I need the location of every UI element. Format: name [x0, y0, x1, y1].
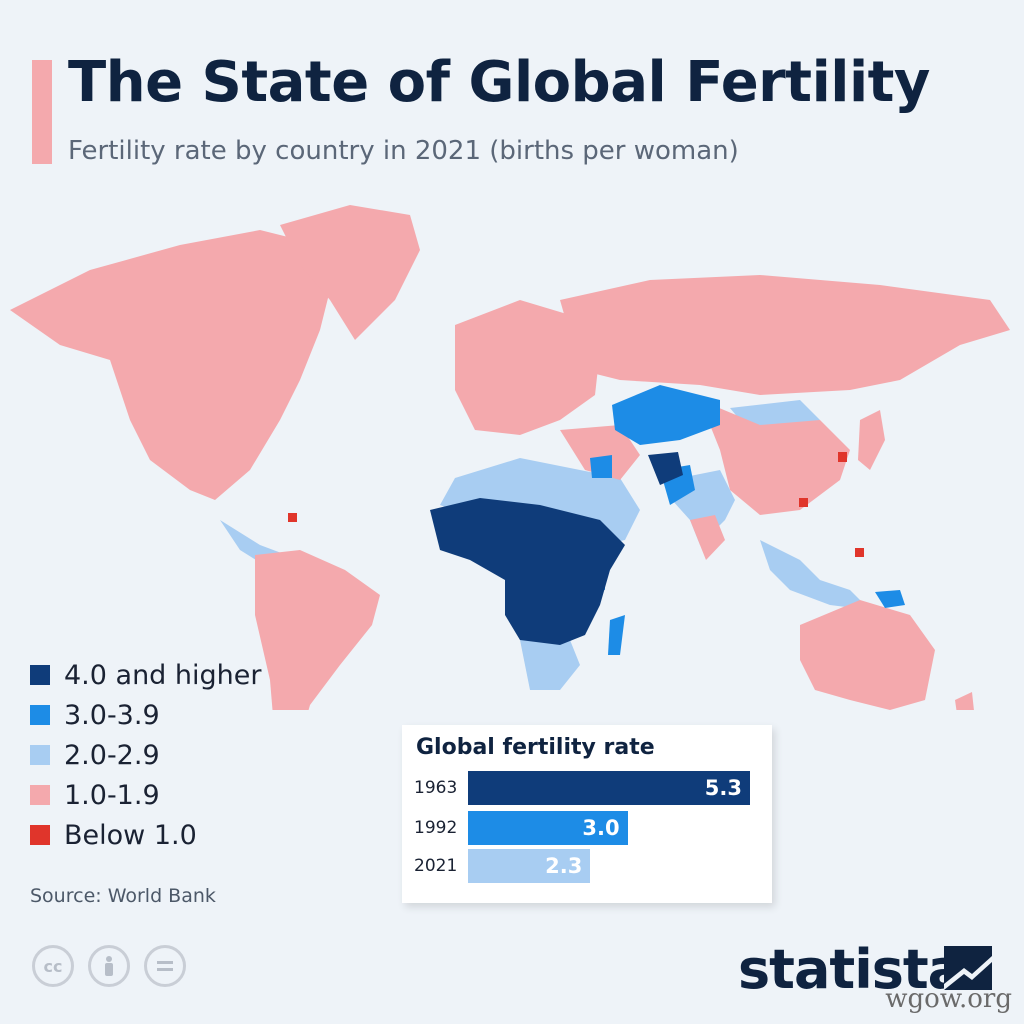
fertility-value: 2.3: [545, 854, 583, 878]
global-fertility-title: Global fertility rate: [416, 735, 655, 760]
map-afghanistan: [648, 452, 683, 485]
fertility-bar: 3.0: [468, 811, 628, 845]
map-southeast-asia-islands: [760, 540, 870, 610]
map-layer-below-1-0: [288, 452, 864, 557]
world-map: [10, 205, 1010, 710]
watermark: wgow.org: [885, 984, 1012, 1014]
legend-item-3-3-9: 3.0-3.9: [30, 695, 261, 735]
map-new-zealand: [955, 692, 974, 710]
fertility-row: 1992 3.0: [414, 811, 628, 845]
legend-item-below-1: Below 1.0: [30, 815, 261, 855]
map-north-america: [10, 230, 330, 500]
map-puerto-rico: [288, 513, 297, 522]
legend-swatch: [30, 665, 50, 685]
fertility-value: 3.0: [582, 816, 620, 840]
map-russia: [560, 275, 1010, 395]
legend-item-1-1-9: 1.0-1.9: [30, 775, 261, 815]
map-south-america: [255, 550, 380, 710]
map-iran-turkey: [560, 425, 640, 480]
map-east-asia: [700, 400, 850, 515]
legend-label: 3.0-3.9: [64, 699, 160, 731]
legend-item-2-2-9: 2.0-2.9: [30, 735, 261, 775]
fertility-year: 1992: [414, 818, 458, 838]
map-layer-4-0-and-higher: [430, 452, 683, 645]
legend-label: Below 1.0: [64, 819, 197, 851]
legend: 4.0 and higher 3.0-3.9 2.0-2.9 1.0-1.9 B…: [30, 655, 261, 855]
map-south-korea: [838, 452, 847, 462]
fertility-row: 2021 2.3: [414, 849, 591, 883]
fertility-year: 1963: [414, 778, 458, 798]
legend-item-4-plus: 4.0 and higher: [30, 655, 261, 695]
page-subtitle: Fertility rate by country in 2021 (birth…: [68, 136, 739, 166]
map-india-south: [690, 515, 725, 560]
legend-label: 1.0-1.9: [64, 779, 160, 811]
map-central-asia: [612, 385, 720, 445]
map-europe: [455, 300, 600, 435]
source-note: Source: World Bank: [30, 885, 216, 907]
fertility-row: 1963 5.3: [414, 771, 750, 805]
map-layer-1-0-1-9: [10, 205, 1010, 710]
map-hong-kong: [799, 498, 808, 507]
legend-swatch: [30, 825, 50, 845]
legend-swatch: [30, 745, 50, 765]
legend-label: 2.0-2.9: [64, 739, 160, 771]
attribution-icon[interactable]: [88, 945, 130, 987]
legend-label: 4.0 and higher: [64, 659, 262, 691]
page-title: The State of Global Fertility: [68, 50, 930, 115]
map-micronesia: [855, 548, 864, 557]
map-sub-saharan-africa: [430, 498, 625, 645]
statista-logo-icon: [944, 946, 992, 990]
fertility-year: 2021: [414, 856, 458, 876]
global-fertility-card: Global fertility rate 1963 5.3 1992 3.0 …: [402, 725, 772, 903]
map-iraq: [590, 455, 612, 478]
map-australia: [800, 600, 935, 710]
map-madagascar: [608, 615, 625, 655]
title-accent-bar: [32, 60, 52, 164]
map-png: [875, 590, 905, 608]
map-greenland: [280, 205, 420, 340]
license-icons: cc: [32, 945, 186, 987]
statista-logo[interactable]: statista: [738, 938, 964, 1001]
no-derivatives-icon[interactable]: [144, 945, 186, 987]
legend-swatch: [30, 705, 50, 725]
fertility-value: 5.3: [704, 776, 742, 800]
map-japan: [858, 410, 885, 470]
fertility-bar: 5.3: [468, 771, 750, 805]
fertility-bar: 2.3: [468, 849, 591, 883]
map-southern-africa: [520, 640, 580, 690]
cc-icon[interactable]: cc: [32, 945, 74, 987]
legend-swatch: [30, 785, 50, 805]
